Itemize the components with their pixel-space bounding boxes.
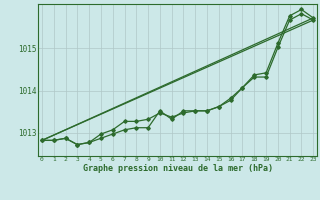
X-axis label: Graphe pression niveau de la mer (hPa): Graphe pression niveau de la mer (hPa) — [83, 164, 273, 173]
